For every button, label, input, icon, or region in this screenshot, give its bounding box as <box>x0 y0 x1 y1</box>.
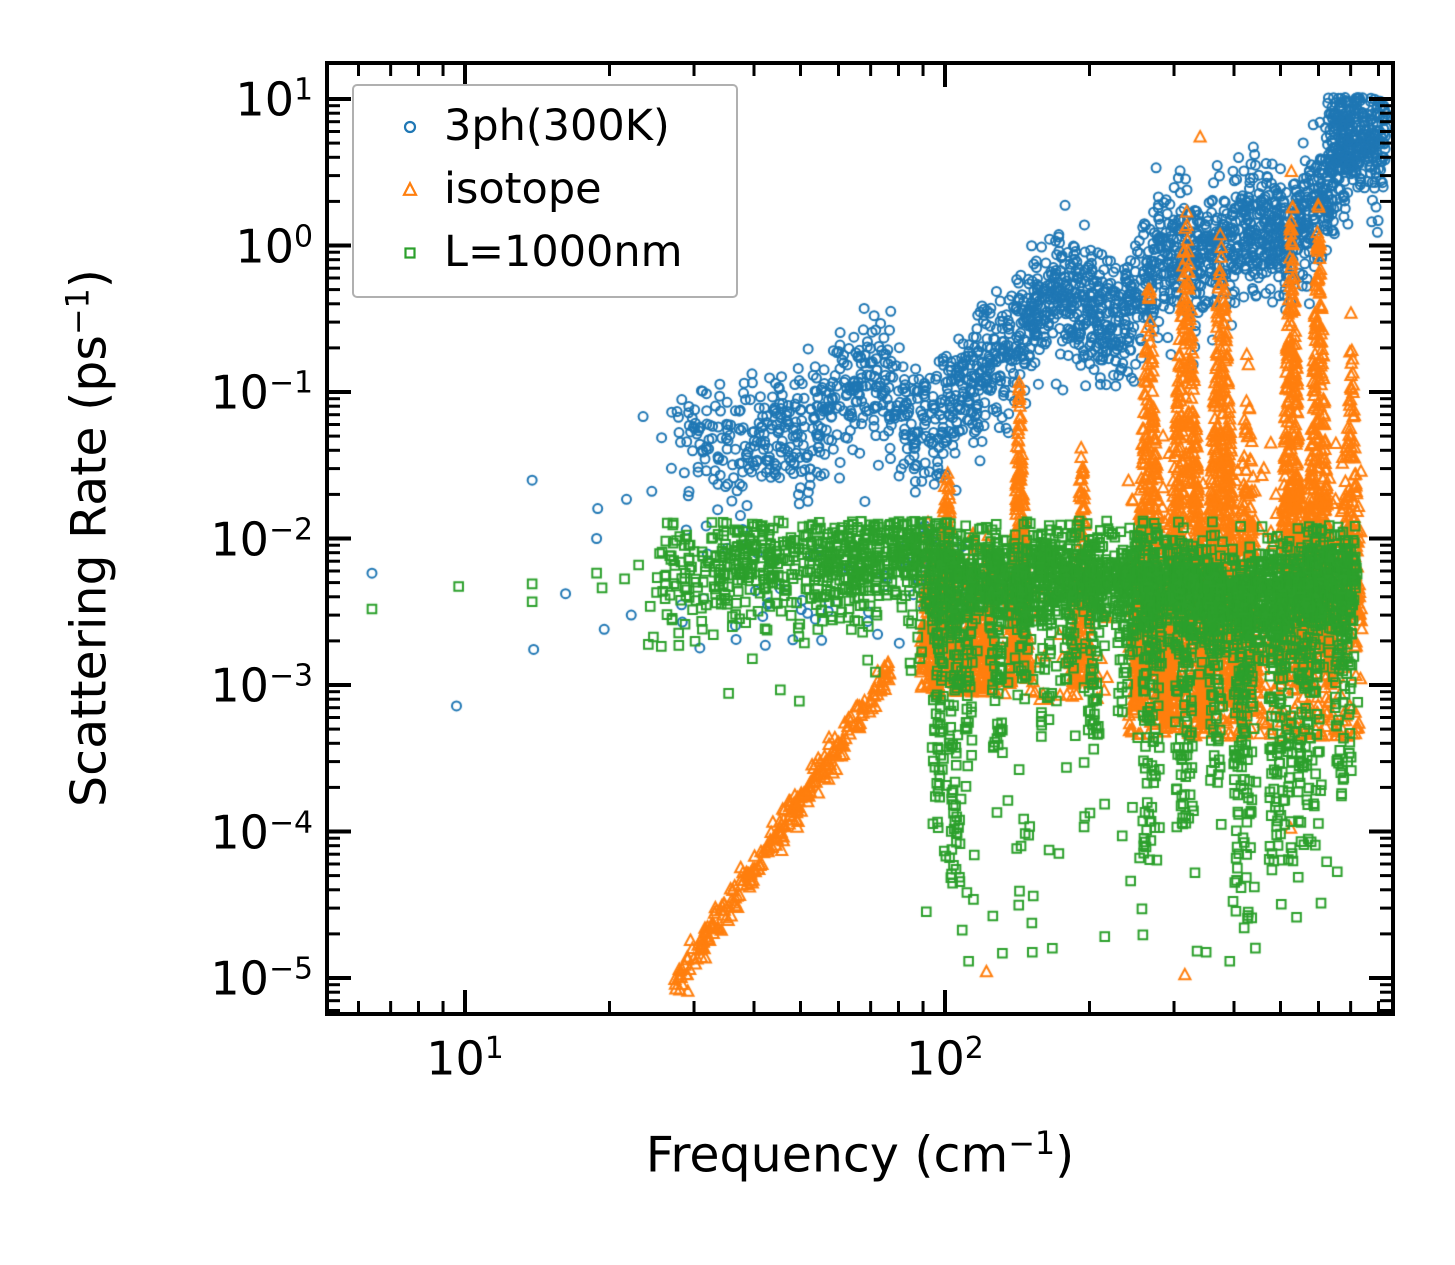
legend-item-isotope: isotope <box>354 158 736 221</box>
legend-item-3ph-300k: 3ph(300K) <box>354 95 736 158</box>
legend-label: isotope <box>444 164 602 214</box>
legend-label: 3ph(300K) <box>444 101 670 151</box>
triangle-marker-icon <box>402 180 418 196</box>
square-marker-icon <box>404 246 416 259</box>
legend: 3ph(300K) isotope L=1000nm <box>352 84 738 298</box>
legend-label: L=1000nm <box>444 227 683 277</box>
circle-marker-icon <box>403 120 417 133</box>
legend-item-l-1000nm: L=1000nm <box>354 221 736 284</box>
